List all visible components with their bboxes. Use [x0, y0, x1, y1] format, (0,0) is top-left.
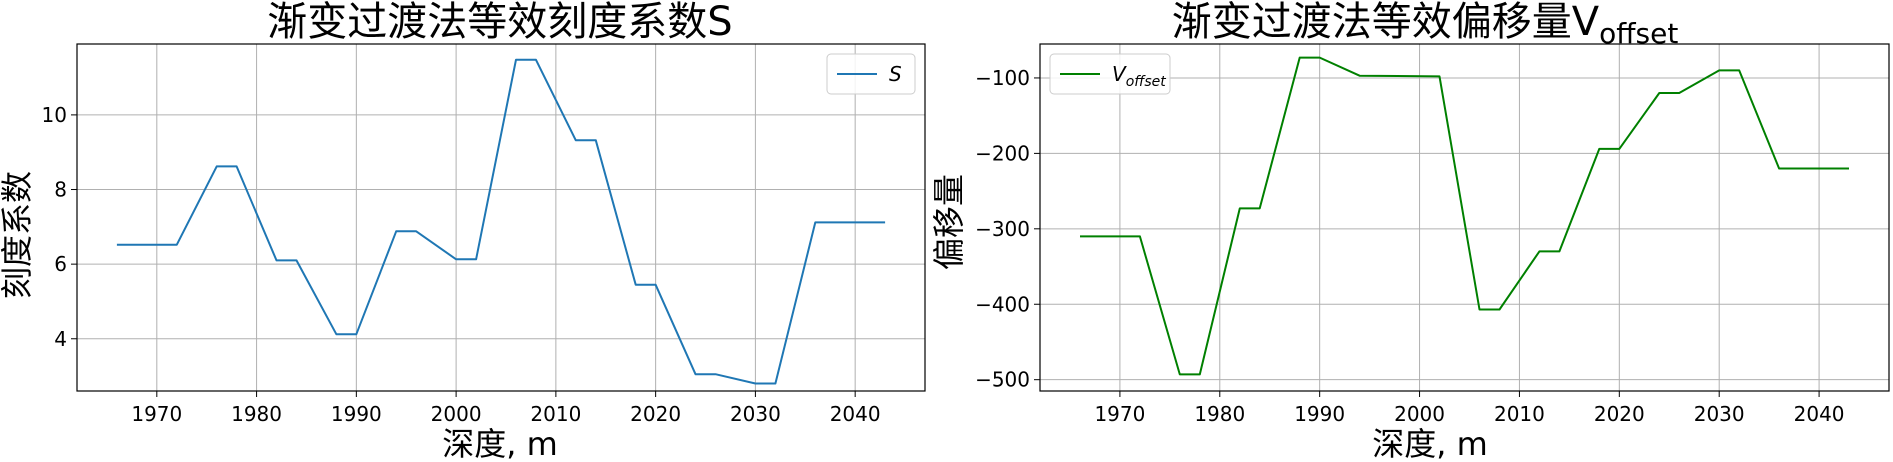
x-tick-label: 2010 [530, 402, 581, 426]
y-axis-label: 刻度系数 [0, 171, 36, 299]
legend-entry: Voffset [1112, 62, 1166, 90]
y-tick-label: −500 [975, 368, 1030, 392]
grid [1040, 44, 1889, 391]
y-tick-label: 6 [54, 252, 67, 276]
plot-frame [1039, 43, 1890, 392]
x-tick-label: 1980 [231, 402, 282, 426]
chart-offset: 渐变过渡法等效偏移量Voffset 深度, m 偏移量 1970 1980 1990… [930, 0, 1890, 462]
x-tick-label: 2000 [1394, 402, 1445, 426]
grid [77, 44, 925, 391]
x-tick-label: 2020 [1594, 402, 1645, 426]
tick-labels: 1970 1980 1990 2000 2010 2020 2030 2040 4 6 8 10 [42, 103, 881, 426]
x-tick-label: 2040 [1794, 402, 1845, 426]
x-tick-label: 1980 [1194, 402, 1245, 426]
x-tick-label: 2020 [630, 402, 681, 426]
x-axis-label: 深度, m [1372, 425, 1488, 462]
series-line [116, 58, 886, 385]
x-tick-label: 2030 [1694, 402, 1745, 426]
y-tick-label: −400 [975, 292, 1030, 316]
legend-entry: S [889, 62, 902, 86]
x-axis-label: 深度, m [442, 425, 558, 462]
x-tick-label: 2030 [730, 402, 781, 426]
y-tick-label: 8 [54, 178, 67, 202]
y-axis-label: 偏移量 [930, 174, 968, 270]
x-tick-label: 2040 [830, 402, 881, 426]
chart-title: 渐变过渡法等效偏移量Voffset [1172, 0, 1679, 50]
x-tick-label: 1990 [331, 402, 382, 426]
y-tick-label: 10 [42, 103, 67, 127]
series-layer [116, 58, 886, 385]
legend: Voffset [1049, 53, 1171, 95]
series-layer [1080, 56, 1849, 376]
legend: S [826, 53, 916, 95]
y-tick-label: −100 [975, 66, 1030, 90]
plot-frame [76, 43, 926, 392]
y-tick-label: −200 [975, 141, 1030, 165]
chart-scale-factor: 渐变过渡法等效刻度系数S 深度, m 刻度系数 1970 1980 1990 2000… [0, 0, 926, 462]
x-tick-label: 1970 [1094, 402, 1145, 426]
tick-labels: 1970 1980 1990 2000 2010 2020 2030 2040 −500 −400… [975, 66, 1844, 426]
x-tick-label: 1990 [1294, 402, 1345, 426]
x-tick-label: 2000 [431, 402, 482, 426]
y-tick-label: 4 [54, 327, 67, 351]
series-line [1080, 56, 1849, 376]
x-tick-label: 2010 [1494, 402, 1545, 426]
y-tick-label: −300 [975, 217, 1030, 241]
legend-box [1049, 53, 1171, 95]
x-tick-label: 1970 [131, 402, 182, 426]
chart-title: 渐变过渡法等效刻度系数S [267, 0, 732, 45]
